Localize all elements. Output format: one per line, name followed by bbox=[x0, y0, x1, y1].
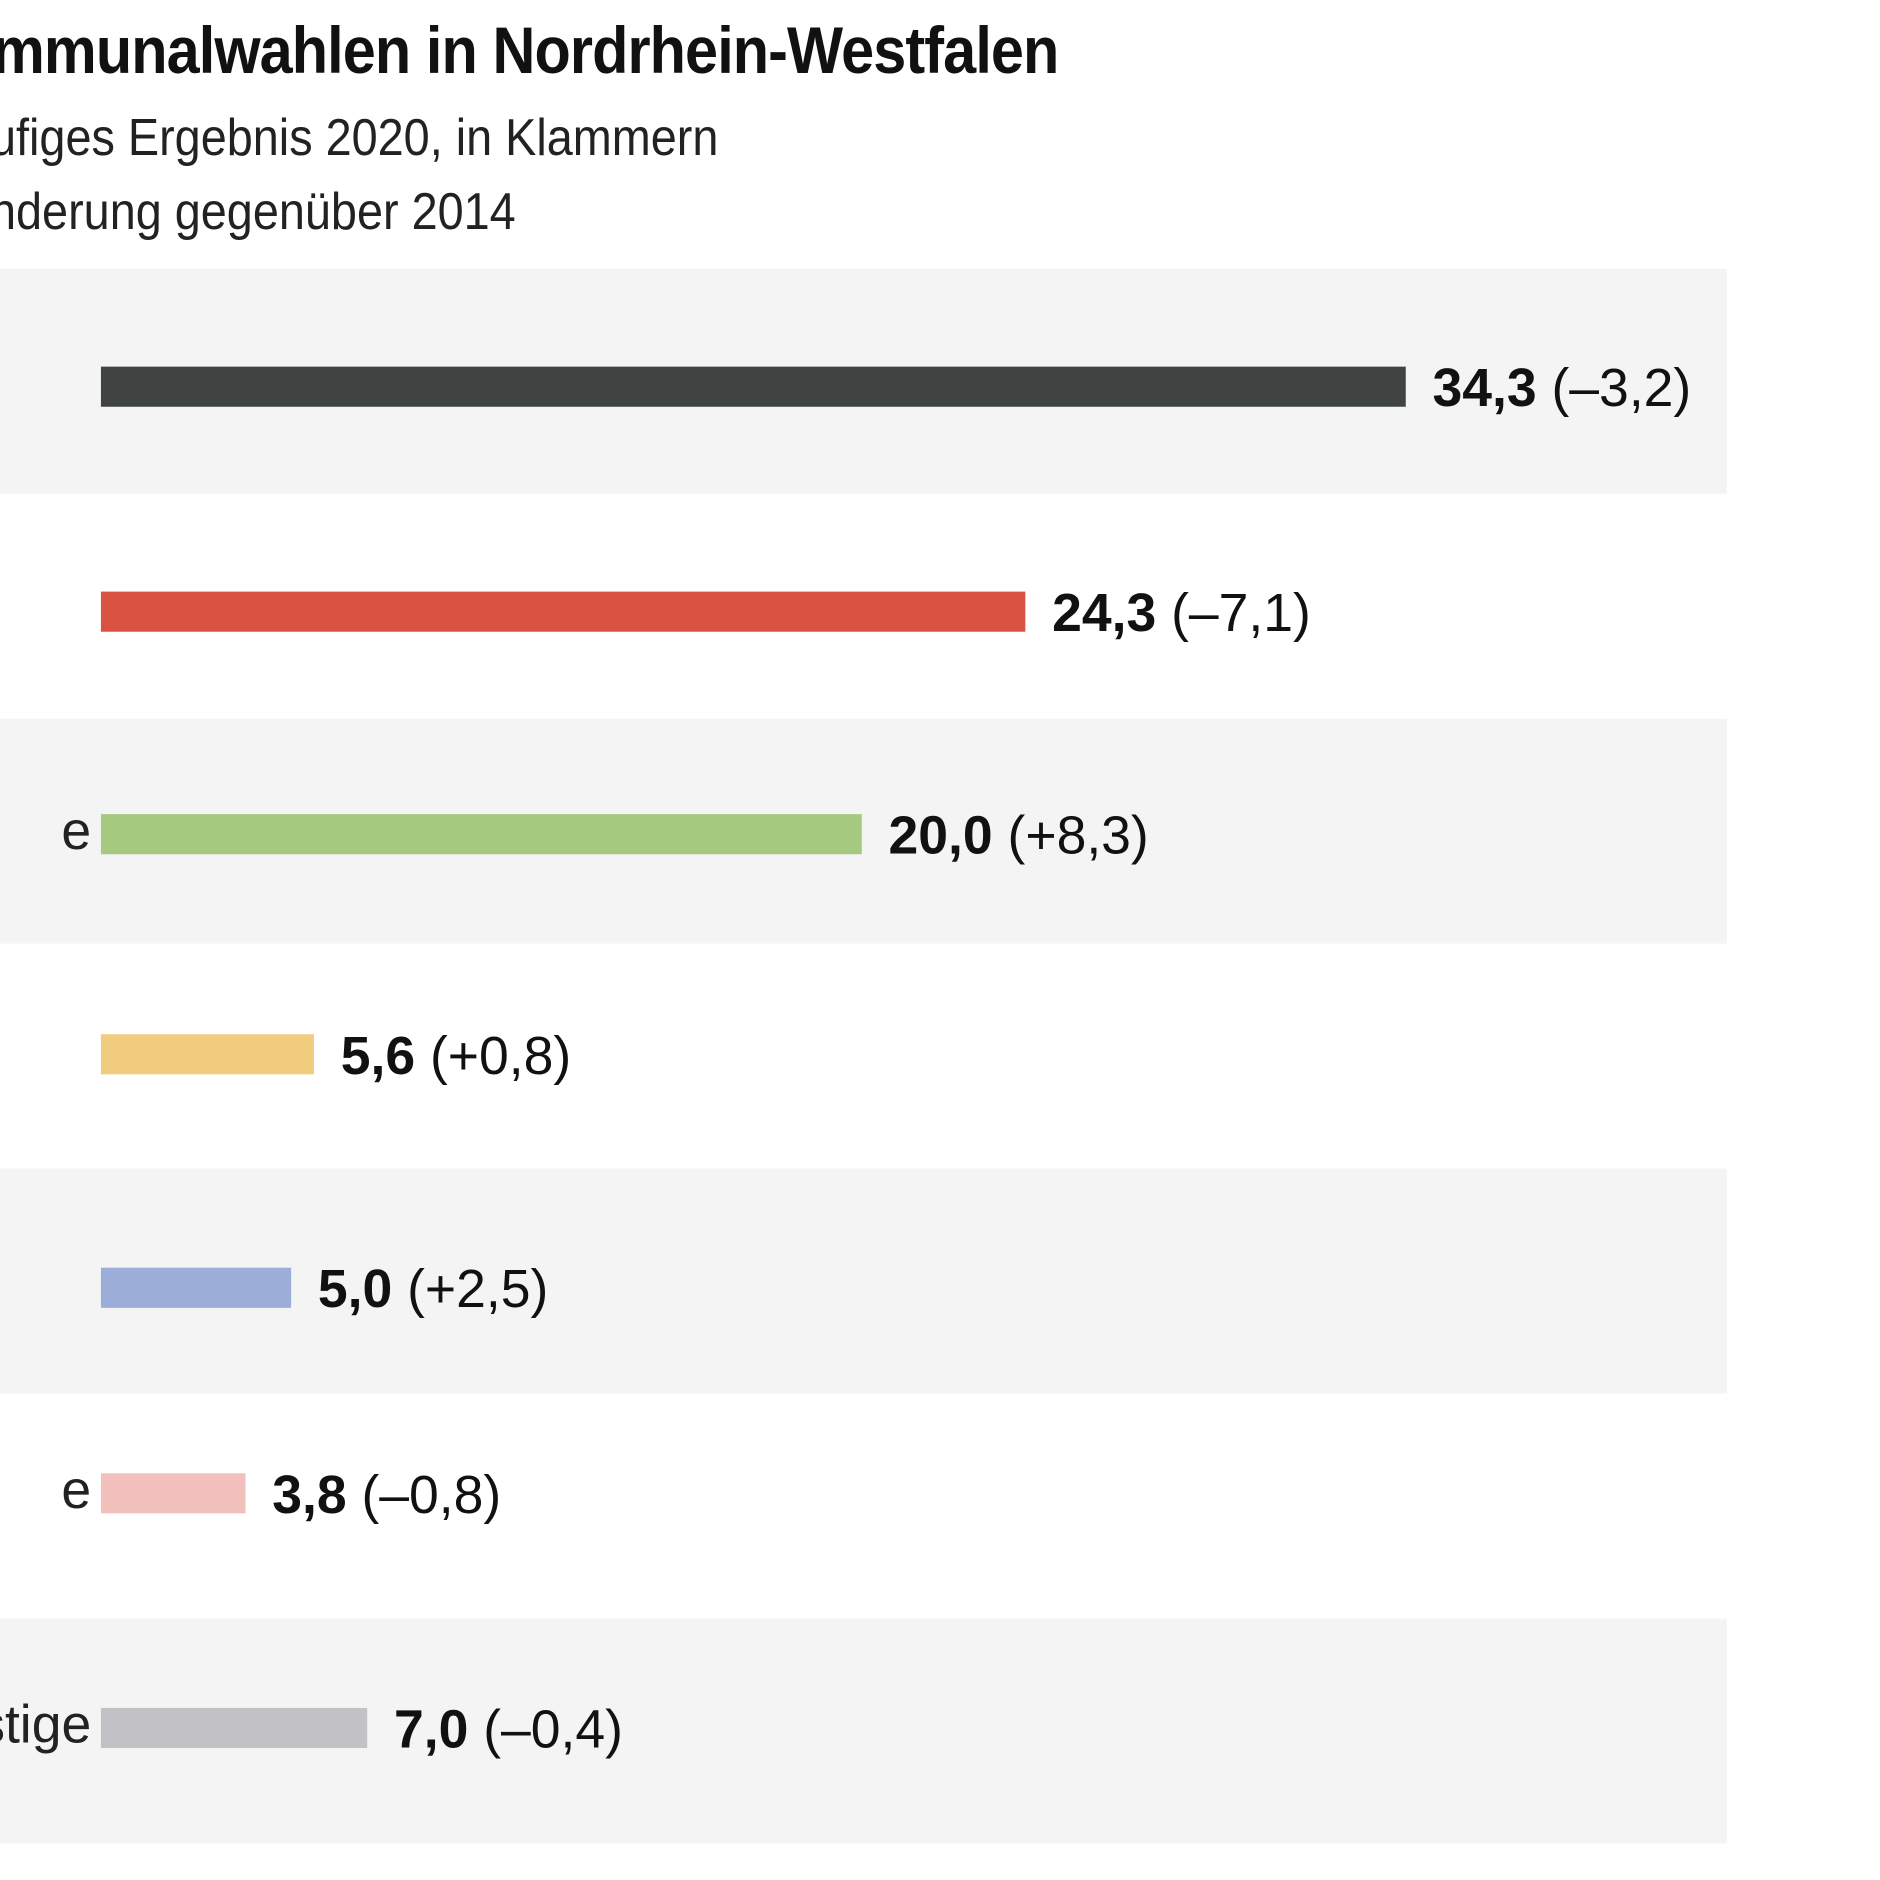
value-label: 5,0 (+2,5) bbox=[318, 1260, 549, 1319]
value-label: 20,0 (+8,3) bbox=[889, 807, 1149, 866]
value-label: 5,6 (+0,8) bbox=[341, 1027, 572, 1086]
bar bbox=[100, 1034, 314, 1075]
chart-subtitle-line-1: ufiges Ergebnis 2020, in Klammern bbox=[0, 109, 719, 167]
bar bbox=[100, 366, 1406, 407]
value-label: 7,0 (–0,4) bbox=[394, 1700, 623, 1759]
value-number: 3,8 bbox=[272, 1466, 346, 1525]
change-value: (–3,2) bbox=[1537, 359, 1692, 418]
bar bbox=[100, 1267, 292, 1308]
change-value: (–0,8) bbox=[347, 1466, 502, 1525]
category-label: e bbox=[61, 802, 91, 861]
chart-subtitle-line-2: nderung gegenüber 2014 bbox=[0, 183, 516, 241]
change-value: (+0,8) bbox=[415, 1027, 571, 1086]
bar bbox=[100, 814, 862, 855]
value-number: 24,3 bbox=[1052, 584, 1156, 643]
change-value: (+2,5) bbox=[392, 1260, 548, 1319]
value-number: 5,6 bbox=[341, 1027, 415, 1086]
category-label: stige bbox=[0, 1696, 91, 1755]
value-number: 20,0 bbox=[889, 807, 993, 866]
value-number: 5,0 bbox=[318, 1260, 392, 1319]
change-value: (–0,4) bbox=[468, 1700, 623, 1759]
value-label: 3,8 (–0,8) bbox=[272, 1466, 501, 1525]
bar bbox=[100, 1707, 368, 1749]
chart-title: mmunalwahlen in Nordrhein-Westfalen bbox=[0, 13, 1059, 87]
change-value: (+8,3) bbox=[993, 807, 1149, 866]
category-label: e bbox=[61, 1461, 91, 1520]
bar bbox=[100, 1473, 246, 1514]
value-label: 34,3 (–3,2) bbox=[1432, 359, 1691, 418]
value-label: 24,3 (–7,1) bbox=[1052, 584, 1311, 643]
bar bbox=[100, 591, 1026, 632]
change-value: (–7,1) bbox=[1156, 584, 1311, 643]
value-number: 34,3 bbox=[1432, 359, 1536, 418]
value-number: 7,0 bbox=[394, 1700, 468, 1759]
